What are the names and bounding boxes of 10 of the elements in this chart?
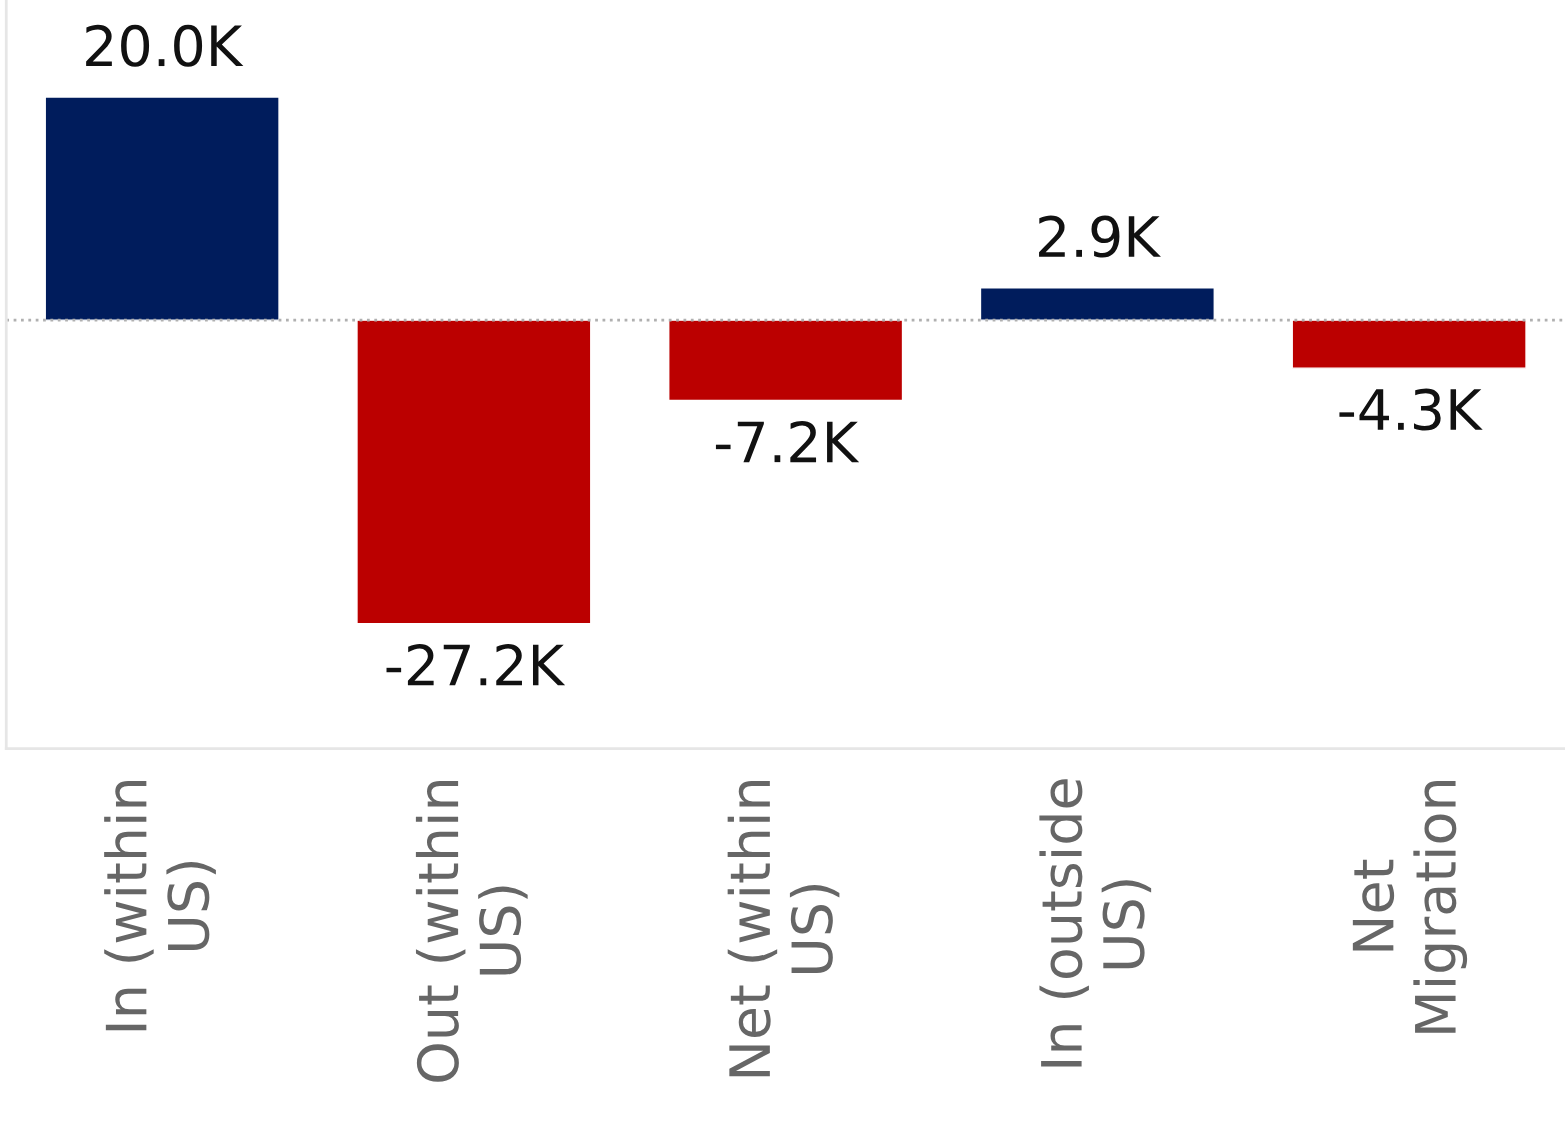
data-label: -4.3K [1339, 388, 1483, 431]
x-tick-label: Net (within US) [727, 781, 840, 1077]
data-label: 20.0K [86, 24, 244, 67]
x-tick-label: In (within US) [104, 781, 216, 1031]
x-tick-label: Out (within US) [415, 781, 528, 1082]
x-tick-label: Net Migration [1352, 781, 1468, 1033]
x-tick-label: In (outside US) [1039, 779, 1152, 1067]
data-label: -27.2K [386, 644, 566, 686]
data-label: -7.2K [715, 420, 860, 463]
data-label: 2.9K [1039, 215, 1161, 258]
